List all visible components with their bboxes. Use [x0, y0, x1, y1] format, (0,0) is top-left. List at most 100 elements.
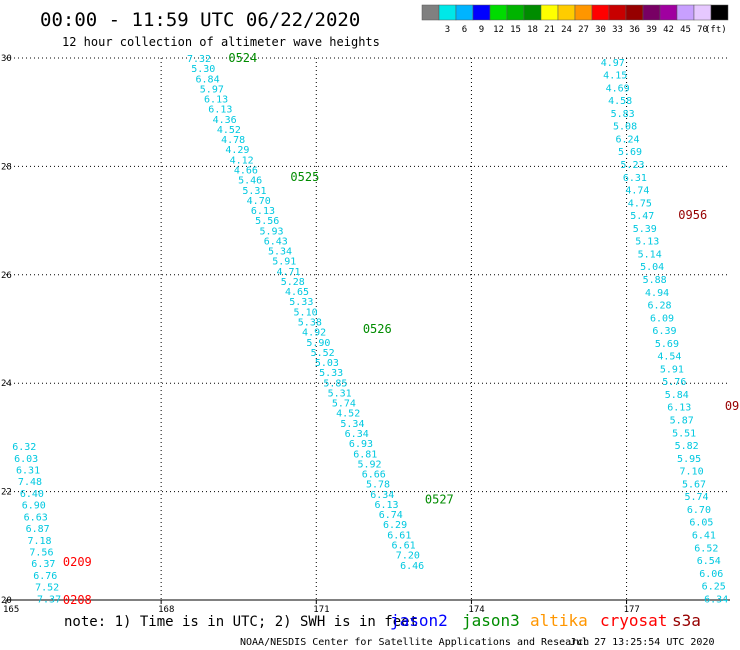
swh-value-label: 7.52 [35, 583, 59, 594]
colorbar-swatch [489, 4, 508, 21]
swh-value-label: 7.32 [187, 54, 211, 65]
colorbar-swatch [438, 4, 457, 21]
colorbar-swatch [710, 4, 729, 21]
satellite-label-altika: altika [530, 611, 588, 630]
pass-time-label: 0956 [678, 208, 707, 222]
swh-value-label: 6.81 [353, 449, 377, 460]
y-tick-label: 28 [1, 162, 12, 172]
swh-value-label: 4.78 [221, 135, 245, 146]
colorbar-label: 42 [663, 25, 674, 35]
swh-value-label: 5.47 [630, 211, 654, 222]
swh-value-label: 5.34 [268, 247, 292, 258]
swh-value-label: 5.31 [328, 388, 352, 399]
swh-value-label: 6.09 [650, 313, 674, 324]
swh-value-label: 5.91 [660, 364, 684, 375]
swh-value-label: 5.13 [635, 237, 659, 248]
swh-value-label: 6.31 [623, 173, 647, 184]
swh-value-label: 6.34 [345, 429, 369, 440]
swh-value-label: 5.78 [366, 480, 390, 491]
swh-value-label: 5.14 [638, 249, 662, 260]
swh-value-label: 4.29 [225, 145, 249, 156]
swh-value-label: 5.74 [684, 492, 708, 503]
swh-value-label: 5.46 [238, 176, 262, 187]
pass-time-label: 0526 [363, 322, 392, 336]
swh-value-label: 6.70 [687, 505, 711, 516]
x-tick-label: 168 [158, 605, 174, 615]
swh-value-label: 5.97 [200, 84, 224, 95]
colorbar-label: 30 [595, 25, 606, 35]
swh-value-label: 5.69 [618, 147, 642, 158]
swh-value-label: 5.91 [272, 257, 296, 268]
colorbar-label: 15 [510, 25, 521, 35]
swh-value-label: 5.83 [611, 109, 635, 120]
x-tick-label: 165 [3, 605, 19, 615]
colorbar-legend: 3 6 9 12 15 18 21 24 27 30 33 36 39 42 45 70 [421, 4, 729, 35]
swh-value-label: 6.29 [383, 520, 407, 531]
colorbar-label: 36 [629, 25, 640, 35]
swh-value-label: 4.92 [302, 328, 326, 339]
wave-height-labels: 7.325.306.845.976.136.134.364.524.784.29… [12, 54, 728, 605]
swh-value-label: 4.58 [608, 96, 632, 107]
footer-credit: NOAA/NESDIS Center for Satellite Applica… [240, 637, 589, 648]
swh-value-label: 5.39 [633, 224, 657, 235]
colorbar-swatch [642, 4, 661, 21]
footer-timestamp: Jul 27 13:25:54 UTC 2020 [570, 637, 715, 648]
swh-value-label: 6.61 [392, 540, 416, 551]
swh-value-label: 6.41 [692, 530, 716, 541]
swh-value-label: 6.74 [379, 510, 403, 521]
colorbar-label: 45 [680, 25, 691, 35]
swh-value-label: 5.51 [672, 428, 696, 439]
swh-value-label: 6.32 [12, 442, 36, 453]
colorbar-label: 24 [561, 25, 572, 35]
colorbar-swatch [659, 4, 678, 21]
swh-value-label: 7.20 [396, 551, 420, 562]
colorbar-swatch [421, 4, 440, 21]
swh-value-label: 7.48 [18, 477, 42, 488]
swh-value-label: 5.90 [306, 338, 330, 349]
swh-value-label: 6.43 [264, 236, 288, 247]
swh-value-label: 5.31 [242, 186, 266, 197]
swh-value-label: 6.13 [208, 105, 232, 116]
swh-value-label: 4.66 [234, 165, 258, 176]
plot-grid [6, 57, 730, 600]
swh-value-label: 5.95 [677, 454, 701, 465]
swh-value-label: 5.69 [655, 339, 679, 350]
colorbar-swatch [676, 4, 695, 21]
swh-value-label: 5.10 [294, 307, 318, 318]
colorbar-label: 70 [697, 25, 708, 35]
colorbar-swatch [472, 4, 491, 21]
swh-value-label: 6.52 [694, 543, 718, 554]
satellite-label-cryosat: cryosat [600, 611, 667, 630]
colorbar-swatch [693, 4, 712, 21]
colorbar-swatch [591, 4, 610, 21]
swh-value-label: 4.69 [606, 83, 630, 94]
colorbar-label: 39 [646, 25, 657, 35]
swh-value-label: 6.31 [16, 466, 40, 477]
colorbar-label: 27 [578, 25, 589, 35]
swh-value-label: 6.06 [699, 569, 723, 580]
swh-value-label: 6.05 [689, 518, 713, 529]
swh-value-label: 6.61 [387, 530, 411, 541]
swh-value-label: 7.18 [27, 536, 51, 547]
colorbar-label: 12 [493, 25, 504, 35]
pass-time-label: 0955 [725, 399, 740, 413]
satellite-legend: jason2 jason3 altika cryosat s3a [390, 611, 701, 630]
swh-value-label: 6.37 [31, 559, 55, 570]
swh-value-label: 6.39 [652, 326, 676, 337]
satellite-label-jason2: jason2 [390, 611, 448, 630]
swh-value-label: 5.30 [191, 64, 215, 75]
y-tick-label: 22 [1, 488, 12, 498]
y-tick-label: 24 [1, 379, 12, 389]
colorbar-label: 6 [462, 25, 467, 35]
swh-value-label: 6.87 [26, 524, 50, 535]
swh-value-label: 4.71 [276, 267, 300, 278]
swh-value-label: 7.10 [680, 467, 704, 478]
swh-value-label: 6.28 [648, 301, 672, 312]
footer-note: note: 1) Time is in UTC; 2) SWH is in fe… [64, 614, 418, 630]
swh-value-label: 6.63 [24, 512, 48, 523]
swh-value-label: 4.52 [336, 409, 360, 420]
swh-value-label: 6.66 [362, 470, 386, 481]
swh-value-label: 5.33 [319, 368, 343, 379]
x-tick-label: 177 [624, 605, 640, 615]
